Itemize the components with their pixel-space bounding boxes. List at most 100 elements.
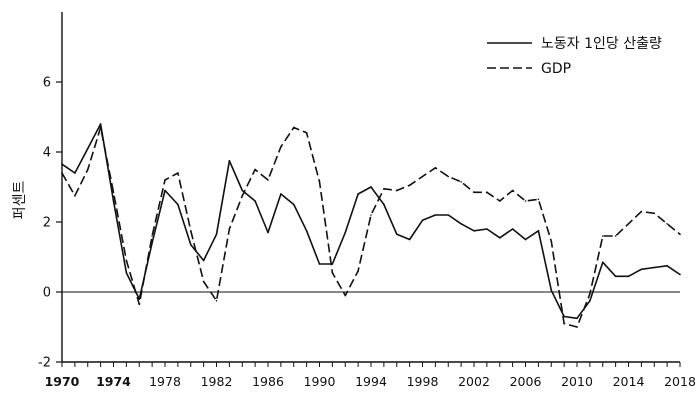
data-point	[627, 275, 630, 278]
y-tick-label: -2	[38, 356, 51, 371]
data-point	[421, 219, 424, 222]
x-tick-label: 1974	[96, 374, 131, 389]
data-point	[164, 189, 166, 192]
data-point	[679, 273, 681, 276]
data-point	[537, 230, 540, 232]
data-point	[190, 244, 192, 246]
data-point	[473, 230, 475, 232]
x-tick-label: 1986	[252, 374, 284, 389]
data-point	[666, 223, 668, 225]
data-point	[151, 235, 153, 237]
data-point	[576, 317, 578, 320]
data-point	[434, 167, 437, 169]
data-point	[550, 240, 553, 243]
x-tick-label: 1982	[201, 374, 233, 389]
data-point	[74, 172, 76, 174]
data-point	[215, 233, 218, 236]
data-point	[190, 230, 192, 232]
data-point	[61, 172, 63, 174]
x-tick-label: 1978	[149, 374, 181, 389]
data-point	[640, 210, 643, 213]
series-line-1	[61, 126, 681, 328]
data-point	[679, 233, 681, 236]
data-point	[177, 172, 179, 174]
data-point	[344, 231, 347, 234]
legend-label: 노동자 1인당 산출량	[541, 36, 662, 52]
data-point	[112, 200, 115, 202]
data-point	[550, 289, 553, 292]
data-point	[396, 189, 398, 192]
data-point	[370, 186, 372, 188]
data-point	[602, 261, 604, 264]
data-point	[61, 163, 63, 165]
data-point	[254, 168, 256, 171]
data-point	[666, 265, 668, 267]
data-point	[305, 132, 308, 134]
x-tick-label: 2010	[561, 374, 593, 389]
data-point	[602, 235, 604, 237]
data-point	[293, 203, 295, 206]
data-point	[318, 181, 321, 183]
x-tick-label: 2018	[664, 374, 696, 389]
x-tick-label: 1998	[407, 374, 439, 389]
data-point	[473, 191, 475, 194]
data-point	[280, 193, 282, 195]
data-point	[331, 272, 334, 274]
y-tick-label: 4	[43, 146, 51, 161]
data-point	[653, 266, 656, 269]
data-point	[370, 214, 372, 216]
data-point	[202, 259, 205, 262]
data-point	[524, 238, 527, 241]
data-point	[202, 280, 205, 283]
y-tick-label: 2	[43, 216, 51, 231]
data-point	[87, 147, 89, 150]
data-point	[344, 294, 347, 297]
data-point	[589, 300, 591, 302]
data-point	[138, 303, 141, 306]
legend: 노동자 1인당 산출량 GDP	[487, 36, 662, 77]
x-tick-label: 1994	[355, 374, 387, 389]
data-point	[563, 322, 565, 325]
data-point	[589, 293, 591, 295]
data-point	[640, 268, 643, 271]
data-point	[537, 198, 540, 201]
data-point	[293, 126, 295, 129]
x-tick-label: 2014	[613, 374, 645, 389]
data-point	[280, 146, 282, 148]
data-point	[408, 238, 411, 241]
data-point	[421, 175, 424, 178]
data-point	[318, 263, 321, 265]
data-point	[151, 242, 153, 244]
data-point	[486, 228, 488, 230]
data-point	[87, 168, 89, 171]
legend-label: GDP	[541, 61, 571, 77]
data-point	[99, 126, 102, 129]
data-point	[125, 272, 128, 274]
x-axis-ticks: 1970 1974 1978 1982 1986 1990 1994 1998 2002 2006…	[45, 362, 696, 389]
x-tick-label: 2006	[510, 374, 542, 389]
data-point	[74, 195, 76, 197]
data-point	[447, 175, 450, 178]
data-point	[447, 214, 450, 216]
data-point	[576, 326, 578, 328]
x-tick-label: 1970	[45, 374, 80, 389]
data-point	[408, 184, 411, 187]
y-axis-ticks: -2 0 2 4 6	[38, 76, 62, 371]
data-point	[396, 233, 398, 236]
data-point	[499, 237, 501, 239]
data-point	[614, 235, 617, 237]
y-axis-title: 퍼센트	[12, 181, 28, 220]
data-point	[241, 189, 244, 192]
data-point	[486, 191, 488, 194]
data-point	[627, 223, 630, 225]
data-point	[177, 203, 179, 206]
series-layer	[61, 123, 681, 328]
data-point	[254, 200, 256, 202]
data-point	[499, 200, 501, 202]
data-point	[305, 230, 308, 232]
data-point	[228, 160, 231, 162]
data-point	[241, 195, 244, 197]
data-point	[228, 228, 231, 230]
data-point	[460, 181, 462, 183]
